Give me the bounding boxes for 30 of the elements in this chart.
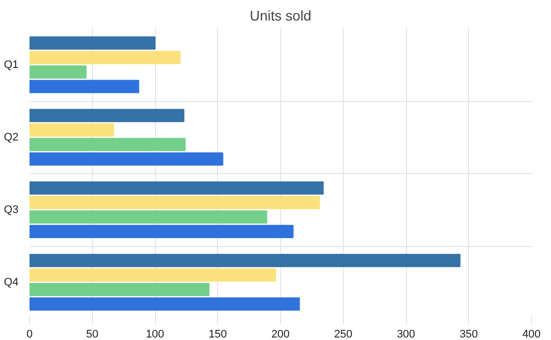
y-tick-label: Q4	[4, 276, 19, 288]
y-tick-label: Q1	[4, 58, 19, 71]
bar	[30, 210, 268, 224]
y-tick-label: Q2	[4, 131, 19, 144]
bar	[30, 138, 186, 152]
bar	[30, 224, 294, 238]
bar	[30, 36, 156, 50]
bar	[30, 152, 224, 166]
bar	[30, 181, 324, 195]
bar	[30, 282, 210, 296]
bar	[30, 297, 300, 311]
chart-title: Units sold	[250, 8, 312, 24]
bar	[30, 254, 460, 268]
x-tick-label: 150	[208, 328, 227, 340]
bar	[30, 123, 114, 137]
x-tick-label: 350	[460, 328, 478, 340]
x-tick-label: 0	[26, 328, 33, 340]
bar	[30, 196, 320, 210]
x-tick-label: 100	[146, 328, 164, 340]
x-tick-label: 400	[522, 328, 541, 340]
x-tick-label: 50	[86, 328, 98, 340]
bar	[30, 65, 86, 79]
bar	[30, 50, 181, 64]
bar	[30, 268, 276, 282]
x-tick-label: 250	[334, 328, 352, 340]
y-tick-label: Q3	[4, 204, 19, 216]
x-tick-label: 300	[396, 328, 416, 340]
bar	[30, 80, 140, 94]
x-tick-label: 200	[271, 328, 290, 340]
bar	[30, 108, 184, 122]
